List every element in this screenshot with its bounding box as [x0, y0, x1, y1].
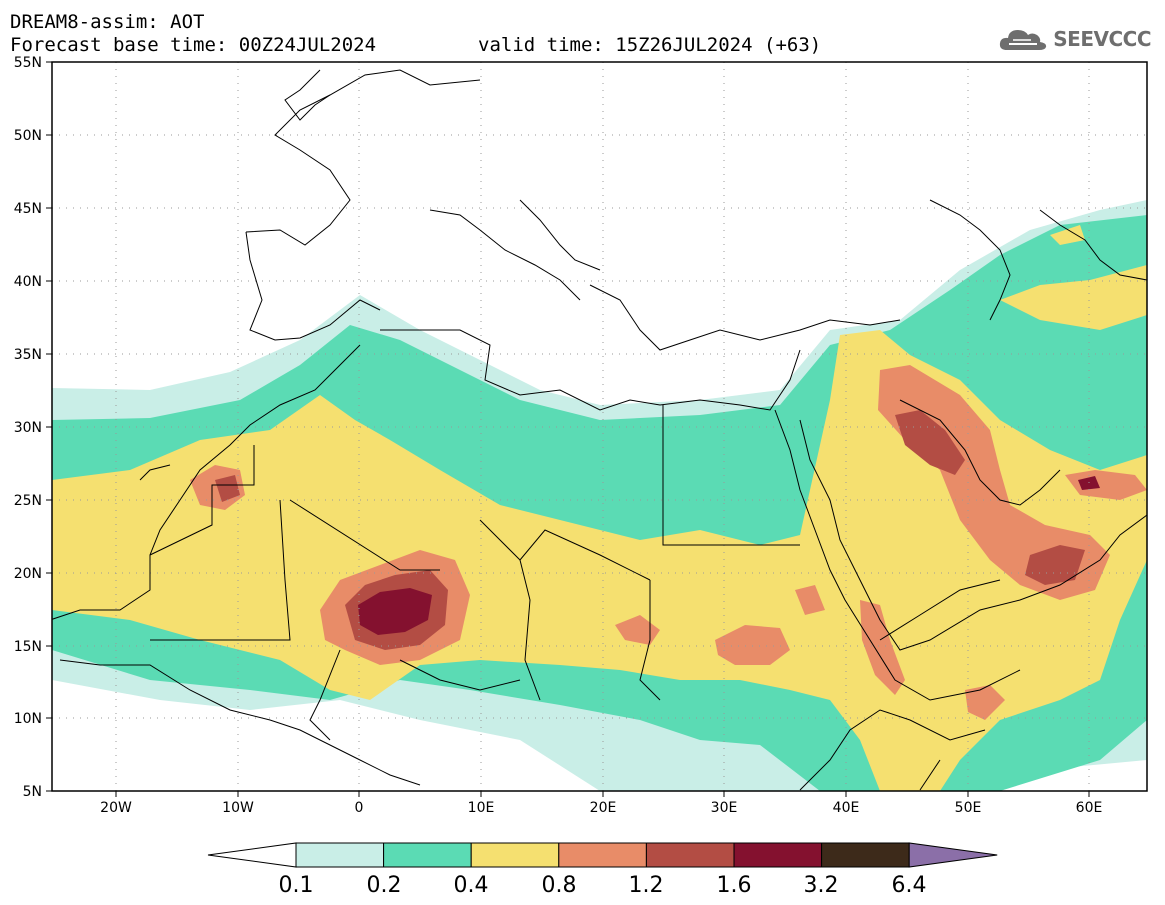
colorbar-label: 1.2 — [629, 873, 664, 898]
colorbar-segment — [733, 842, 823, 868]
lat-label: 15N — [14, 639, 42, 655]
axis-ticks — [46, 61, 1090, 797]
coastlines — [52, 69, 1147, 791]
lon-label: 60E — [1076, 800, 1103, 816]
logo-text: SEEVCCC — [1053, 27, 1151, 51]
lon-label: 10W — [222, 800, 254, 816]
longitude-labels: 20W 10W 0 10E 20E 30E 40E 50E 60E — [100, 800, 1102, 816]
latitude-labels: 55N 50N 45N 40N 35N 30N 25N 20N 15N 10N … — [14, 55, 42, 800]
aot-field — [52, 62, 1147, 791]
valid-time-label: valid time: — [478, 34, 604, 56]
colorbar-label: 0.8 — [542, 873, 577, 898]
lon-label: 20E — [590, 800, 617, 816]
colorbar-segment — [558, 842, 647, 868]
valid-time-value: 15Z26JUL2024 — [615, 34, 753, 56]
colorbar-label: 0.2 — [367, 873, 402, 898]
lon-label: 10E — [468, 800, 495, 816]
lat-label: 5N — [23, 784, 42, 800]
lat-label: 30N — [14, 420, 42, 436]
lon-label: 40E — [833, 800, 860, 816]
colorbar-segment — [470, 842, 560, 868]
colorbar-labels: 0.1 0.2 0.4 0.8 1.2 1.6 3.2 6.4 — [279, 873, 927, 898]
colorbar-segment — [645, 842, 735, 868]
valid-time: valid time: 15Z26JUL2024 (+63) — [478, 35, 821, 55]
base-time-value: 00Z24JUL2024 — [238, 34, 377, 56]
forecast-lead: (+63) — [764, 34, 822, 56]
map-title: DREAM8-assim: AOT — [10, 11, 205, 33]
lon-label: 50E — [955, 800, 982, 816]
lon-label: 30E — [711, 800, 738, 816]
lat-label: 40N — [14, 274, 42, 290]
lat-label: 55N — [14, 55, 42, 71]
colorbar-label: 0.1 — [279, 873, 314, 898]
lat-label: 20N — [14, 566, 42, 582]
colorbar-segment — [383, 842, 472, 868]
colorbar-segment — [821, 842, 910, 868]
lon-label: 0 — [355, 800, 364, 816]
colorbar-label: 0.4 — [454, 873, 489, 898]
seevccc-logo: SEEVCCC — [997, 24, 1151, 54]
colorbar-label: 3.2 — [804, 873, 839, 898]
colorbar — [207, 842, 998, 868]
colorbar-label: 6.4 — [892, 873, 927, 898]
colorbar-segment — [295, 842, 385, 868]
lat-label: 45N — [14, 201, 42, 217]
lat-label: 50N — [14, 128, 42, 144]
graticule — [52, 62, 1147, 791]
lat-label: 35N — [14, 347, 42, 363]
lat-label: 10N — [14, 711, 42, 727]
lon-label: 20W — [100, 800, 132, 816]
colorbar-label: 1.6 — [717, 873, 752, 898]
colorbar-low-arrow — [207, 842, 297, 868]
cloud-icon — [1000, 30, 1047, 50]
colorbar-high-arrow — [908, 842, 998, 868]
lat-label: 25N — [14, 493, 42, 509]
forecast-base-time: Forecast base time: 00Z24JUL2024 — [10, 35, 376, 55]
base-time-label: Forecast base time: — [10, 34, 228, 56]
